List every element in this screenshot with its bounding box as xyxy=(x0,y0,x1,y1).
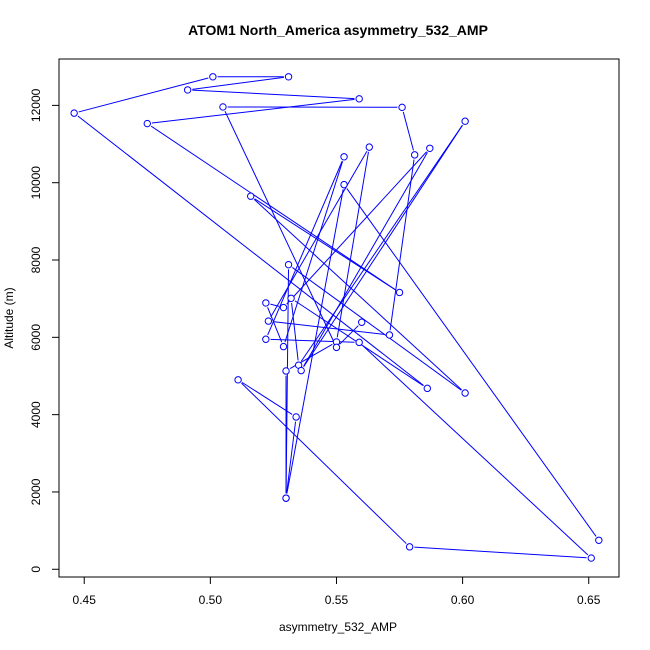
chart-title: ATOM1 North_America asymmetry_532_AMP xyxy=(188,22,488,38)
series-segment xyxy=(286,421,297,494)
series-points xyxy=(70,73,603,562)
series-segment xyxy=(192,89,355,100)
data-point xyxy=(405,543,414,551)
data-point xyxy=(282,494,290,502)
y-tick-label: 6000 xyxy=(29,324,43,351)
data-point xyxy=(262,299,270,307)
series-segment xyxy=(339,325,359,345)
series-lines xyxy=(77,76,597,559)
data-point xyxy=(398,103,406,112)
data-point xyxy=(287,294,295,302)
data-point xyxy=(292,413,300,421)
data-point xyxy=(355,338,363,347)
series-segment xyxy=(267,307,283,343)
data-point xyxy=(279,303,288,312)
data-point xyxy=(426,144,434,152)
series-segment xyxy=(303,152,428,367)
series-segment xyxy=(336,151,369,338)
x-tick-label: 0.45 xyxy=(73,593,97,607)
series-segment xyxy=(414,546,587,559)
data-point xyxy=(282,367,290,375)
x-tick-label: 0.55 xyxy=(325,593,349,607)
y-axis-label: Altitude (m) xyxy=(2,287,16,348)
series-segment xyxy=(292,267,462,391)
series-segment xyxy=(241,381,293,415)
data-point xyxy=(587,554,595,562)
x-tick-label: 0.50 xyxy=(199,593,223,607)
series-segment xyxy=(303,124,463,367)
data-point xyxy=(284,73,293,81)
series-segment xyxy=(224,110,335,344)
data-point xyxy=(219,103,227,111)
y-tick-label: 0 xyxy=(29,566,43,573)
data-point xyxy=(284,260,293,269)
plot-frame xyxy=(58,58,620,578)
data-point xyxy=(423,384,431,393)
series-segment xyxy=(270,338,355,343)
data-point xyxy=(358,318,366,326)
series-segment xyxy=(151,98,355,124)
series-segment xyxy=(253,199,463,391)
series-segment xyxy=(270,150,368,318)
data-point xyxy=(595,536,603,544)
series-segment xyxy=(78,77,209,113)
data-point xyxy=(183,86,192,94)
series-segment xyxy=(402,111,414,151)
series-segment xyxy=(300,124,463,362)
data-point xyxy=(247,192,255,200)
series-segment xyxy=(241,382,407,544)
x-tick-label: 0.60 xyxy=(451,593,475,607)
y-tick-label: 12000 xyxy=(29,88,43,122)
series-segment xyxy=(272,321,385,335)
data-point xyxy=(262,335,270,343)
data-point xyxy=(461,389,469,397)
y-tick-label: 2000 xyxy=(29,478,43,505)
data-point xyxy=(209,73,217,81)
data-point xyxy=(279,342,288,351)
series-segment xyxy=(291,302,299,361)
data-point xyxy=(234,376,242,384)
series-segment xyxy=(150,125,396,291)
series-segment xyxy=(286,151,427,305)
x-axis-label: asymmetry_532_AMP xyxy=(279,620,397,634)
data-point xyxy=(332,343,341,352)
data-point xyxy=(385,331,394,339)
data-point xyxy=(143,119,151,128)
series-segment xyxy=(284,161,344,343)
data-point xyxy=(297,366,305,375)
series-segment xyxy=(77,115,424,386)
data-point xyxy=(340,153,348,161)
data-point xyxy=(365,143,373,151)
data-point xyxy=(461,117,469,125)
data-point xyxy=(395,288,404,297)
y-tick-label: 4000 xyxy=(29,401,43,428)
data-point xyxy=(355,95,363,103)
series-segment xyxy=(267,160,343,336)
series-segment xyxy=(389,159,415,331)
data-point xyxy=(264,317,273,325)
x-tick-label: 0.65 xyxy=(577,593,601,607)
y-axis: 0 2000 4000 6000 8000 10000 12000 xyxy=(29,88,59,573)
series-segment xyxy=(346,188,597,537)
data-point xyxy=(340,180,348,189)
y-tick-label: 10000 xyxy=(29,166,43,200)
data-point xyxy=(70,109,78,117)
data-point xyxy=(410,151,419,159)
series-segment xyxy=(362,345,589,556)
series-segment xyxy=(192,76,284,90)
series-segment xyxy=(254,198,396,291)
y-tick-label: 8000 xyxy=(29,246,43,273)
x-axis: 0.45 0.50 0.55 0.60 0.65 xyxy=(73,577,601,607)
